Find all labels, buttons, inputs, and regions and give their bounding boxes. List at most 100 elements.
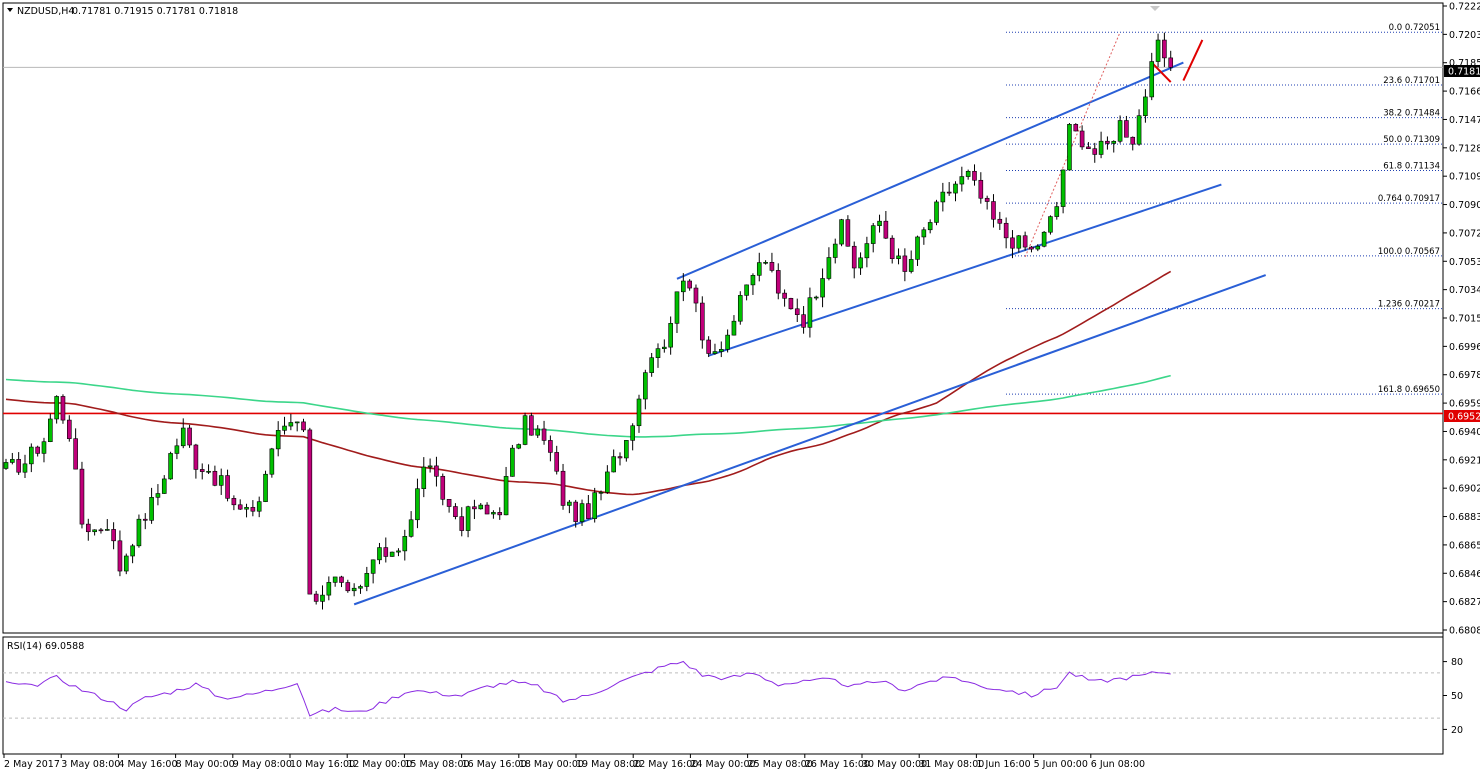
candle	[1010, 230, 1015, 259]
candle	[813, 295, 819, 301]
candle-body	[98, 529, 104, 532]
fib-level-label: 38.2 0.71484	[1383, 109, 1440, 119]
candle-body	[579, 503, 585, 522]
candle	[155, 484, 161, 506]
time-tick-label: 26 May 16:00	[805, 759, 870, 770]
fib-level-label: 161.8 0.69650	[1378, 385, 1440, 395]
trend-lines	[353, 32, 1267, 606]
candle-body	[510, 447, 515, 477]
candle-body	[85, 523, 91, 533]
candle-body	[1162, 39, 1167, 59]
price-tick-label: 0.68085	[1449, 626, 1480, 637]
candle-body	[763, 262, 768, 264]
candle-body	[649, 357, 654, 373]
candle	[123, 553, 129, 575]
candle	[54, 395, 59, 424]
candle-body	[1136, 115, 1142, 145]
rsi-line	[5, 660, 1171, 717]
candle-body	[396, 550, 401, 553]
candle-body	[1003, 222, 1009, 239]
candle	[927, 219, 933, 234]
symbol-label: NZDUSD,H4	[17, 6, 74, 17]
support-price-label: 0.69522	[1448, 412, 1480, 423]
time-tick-label: 16 May 16:00	[462, 759, 527, 770]
fib-level-label: 23.6 0.71701	[1383, 76, 1440, 86]
candle	[617, 452, 623, 466]
menu-triangle-icon[interactable]	[7, 8, 13, 12]
fib-level-label: 61.8 0.71134	[1383, 161, 1440, 171]
candle-body	[946, 191, 952, 194]
candle-body	[180, 427, 186, 447]
candle	[161, 475, 167, 494]
candle	[472, 499, 477, 520]
candle	[1054, 201, 1060, 220]
candle	[275, 421, 281, 457]
shift-marker-icon[interactable]	[1150, 6, 1160, 11]
candle	[79, 461, 85, 529]
time-tick-label: 31 May 08:00	[919, 759, 984, 770]
candle	[1149, 52, 1155, 101]
candle-body	[142, 518, 148, 521]
candle-body	[934, 201, 939, 223]
candle	[737, 291, 743, 325]
candle	[256, 496, 262, 518]
price-tick-label: 0.69025	[1449, 484, 1480, 495]
candle	[750, 273, 756, 295]
candle-body	[453, 506, 458, 517]
ma-200-line	[5, 374, 1171, 438]
candle-body	[750, 275, 756, 286]
candle-body	[3, 462, 9, 469]
candle	[1060, 169, 1066, 214]
candle	[67, 415, 72, 442]
candle-body	[389, 551, 395, 557]
candle	[427, 458, 433, 473]
candle-body	[845, 219, 851, 247]
candle-body	[839, 219, 844, 245]
candle	[35, 445, 40, 457]
candle	[889, 235, 895, 264]
candle	[408, 511, 414, 538]
candle-body	[896, 255, 901, 259]
fib-level-label: 0.0 0.72051	[1389, 23, 1440, 33]
candle	[263, 470, 268, 503]
candle-body	[940, 191, 946, 203]
candle-body	[351, 587, 357, 592]
candle	[851, 241, 857, 279]
candle-body	[332, 576, 338, 583]
candle	[415, 478, 420, 529]
candle-body	[1111, 140, 1117, 144]
candle-body	[655, 348, 661, 358]
candle	[794, 298, 800, 323]
time-tick-label: 10 May 16:00	[290, 759, 355, 770]
candle-body	[908, 259, 914, 272]
candle-body	[301, 421, 306, 431]
candle-body	[155, 493, 161, 498]
candle-body	[503, 476, 509, 516]
candle-body	[731, 320, 737, 336]
candle	[877, 214, 882, 233]
candle-body	[718, 349, 724, 352]
candle	[136, 514, 142, 548]
candle	[940, 182, 946, 212]
candle-body	[123, 555, 129, 572]
candle-body	[345, 582, 351, 592]
candle	[60, 394, 66, 424]
candle-body	[497, 512, 503, 516]
candle	[902, 248, 908, 282]
candle-body	[1073, 124, 1079, 132]
candle	[699, 296, 705, 349]
candle	[16, 452, 21, 475]
candle	[478, 503, 484, 510]
candle	[377, 542, 382, 565]
candle	[807, 287, 813, 338]
time-tick-label: 8 May 00:00	[176, 759, 235, 770]
candle-body	[737, 295, 743, 322]
candle	[959, 166, 965, 192]
candle-body	[459, 516, 465, 531]
candle-body	[294, 421, 300, 424]
candle-body	[902, 255, 908, 272]
candle-body	[1105, 140, 1110, 144]
